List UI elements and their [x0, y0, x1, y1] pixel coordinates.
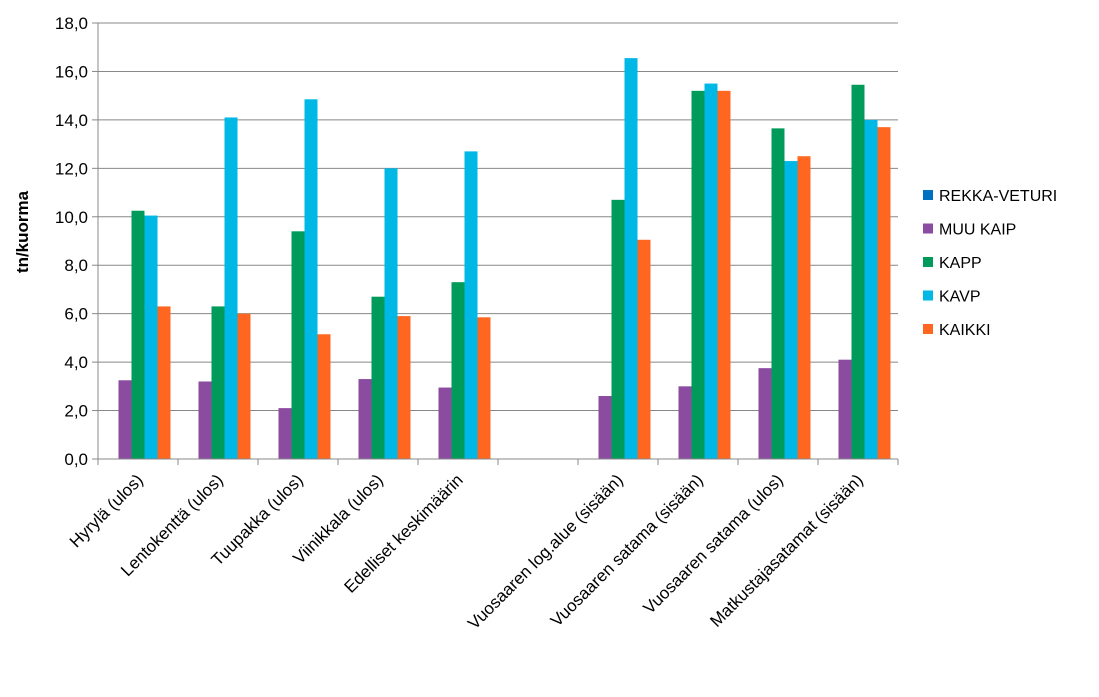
x-tick-label: Hyrylä (ulos): [66, 470, 147, 551]
legend-label: KAVP: [939, 289, 981, 306]
bar-kavp: [384, 168, 398, 460]
x-tick-label: Vuosaaren satama (sisään): [547, 470, 707, 630]
y-tick-label: 8,0: [64, 256, 88, 275]
bar-kaikki: [317, 334, 331, 459]
legend-swatch: [923, 190, 933, 200]
axes: [92, 22, 899, 465]
legend-item: KAVP: [923, 289, 981, 306]
bar-kapp: [211, 306, 225, 459]
legend-label: KAIKKI: [939, 322, 991, 339]
legend-label: REKKA-VETURI: [939, 188, 1057, 205]
bar-kaikki: [717, 90, 731, 460]
bar-kaikki: [797, 156, 811, 459]
x-tick-label: Matkustajasatamat (sisään): [706, 470, 866, 630]
y-axis-label: tn/kuorma: [13, 190, 32, 273]
bar-muu-kaip: [118, 380, 132, 459]
bar-kapp: [451, 282, 465, 459]
legend-swatch: [923, 257, 933, 267]
bar-kaikki: [397, 316, 411, 459]
bar-kapp: [291, 231, 305, 459]
bar-kaikki: [237, 313, 251, 459]
bar-kavp: [304, 99, 318, 460]
legend-swatch: [923, 324, 933, 334]
x-tick-label: Vuosaaren log.alue (sisään): [464, 470, 627, 633]
y-tick-labels: 0,0 2,0 4,0 6,0 8,0 10,0 12,0 14,0 16,0 18,0: [55, 14, 88, 469]
bar-kavp: [864, 119, 878, 459]
y-tick-label: 2,0: [64, 402, 88, 421]
legend-label: MUU KAIP: [939, 222, 1016, 239]
y-tick-label: 10,0: [55, 208, 88, 227]
bar-kapp: [691, 90, 705, 460]
bar-muu-kaip: [598, 396, 612, 459]
bar-kaikki: [157, 306, 171, 459]
bar-muu-kaip: [198, 381, 212, 459]
y-tick-label: 14,0: [55, 111, 88, 130]
bar-muu-kaip: [838, 359, 852, 459]
y-tick-label: 6,0: [64, 305, 88, 324]
bar-kaikki: [877, 127, 891, 460]
legend: REKKA-VETURI MUU KAIP KAPP KAVP KAIKKI: [923, 188, 1057, 339]
bar-muu-kaip: [678, 386, 692, 459]
bar-muu-kaip: [758, 368, 772, 459]
bar-muu-kaip: [438, 387, 452, 459]
legend-item: MUU KAIP: [923, 222, 1016, 239]
y-tick-label: 12,0: [55, 159, 88, 178]
legend-label: KAPP: [939, 255, 982, 272]
legend-item: REKKA-VETURI: [923, 188, 1057, 205]
bar-kaikki: [637, 239, 651, 459]
bar-kavp: [144, 215, 158, 459]
bar-muu-kaip: [278, 408, 292, 459]
x-tick-labels: Hyrylä (ulos)Lentokenttä (ulos)Tuupakka …: [66, 470, 867, 633]
legend-swatch: [923, 290, 933, 301]
bar-kapp: [851, 84, 865, 460]
bar-muu-kaip: [358, 379, 372, 459]
bar-kapp: [131, 210, 145, 459]
y-tick-label: 4,0: [64, 353, 88, 372]
legend-item: KAIKKI: [923, 322, 991, 339]
bar-kavp: [704, 83, 718, 460]
bar-kapp: [611, 199, 625, 460]
bar-kapp: [771, 128, 785, 459]
bar-kavp: [464, 151, 478, 459]
x-tick-label: Vuosaaren satama (ulos): [640, 470, 787, 617]
legend-swatch: [923, 223, 933, 234]
bar-kaikki: [477, 317, 491, 459]
y-tick-label: 0,0: [64, 450, 88, 469]
legend-item: KAPP: [923, 255, 982, 272]
bar-kavp: [624, 58, 638, 459]
bars: [118, 58, 891, 460]
y-tick-label: 16,0: [55, 62, 88, 81]
bar-kapp: [371, 296, 385, 459]
bar-kavp: [224, 117, 238, 459]
bar-kavp: [784, 161, 798, 460]
y-tick-label: 18,0: [55, 14, 88, 33]
